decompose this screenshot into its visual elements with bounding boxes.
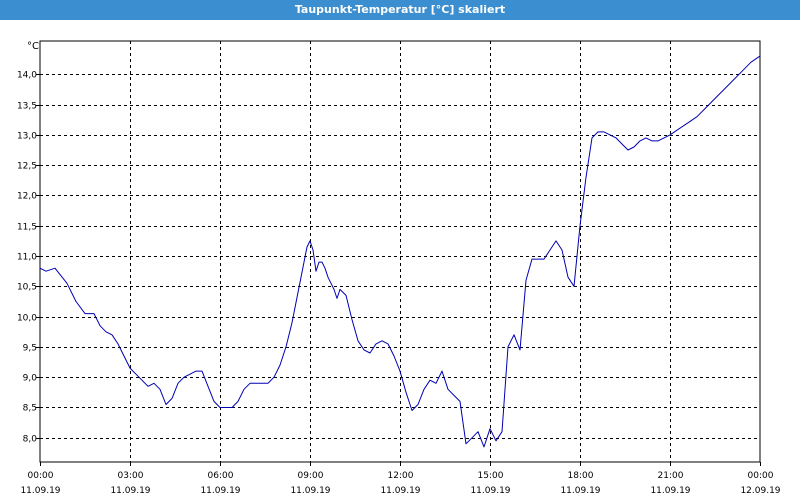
x-tick-date-label: 11.09.19 <box>650 486 690 496</box>
y-tick-label: 14,0 <box>17 71 37 81</box>
x-tick-time-label: 12:00 <box>388 471 414 481</box>
y-tick-label: 8,0 <box>23 435 38 445</box>
x-tick-time-label: 18:00 <box>568 471 594 481</box>
x-tick-date-label: 11.09.19 <box>380 486 420 496</box>
series-layer <box>39 55 761 448</box>
x-tick-time-label: 09:00 <box>298 471 324 481</box>
x-tick-time-label: 03:00 <box>118 471 144 481</box>
x-tick-time-label: 00:00 <box>748 471 774 481</box>
y-tick-label: 9,5 <box>23 344 37 354</box>
x-tick-date-label: 12.09.19 <box>740 486 780 496</box>
x-tick-time-label: 15:00 <box>478 471 504 481</box>
y-tick-label: 10,5 <box>17 283 37 293</box>
y-tick-label: 8,5 <box>23 404 37 414</box>
x-tick-date-label: 11.09.19 <box>110 486 150 496</box>
y-unit-label: °C <box>27 41 39 52</box>
x-tick-date-label: 11.09.19 <box>200 486 240 496</box>
x-tick-time-label: 21:00 <box>658 471 684 481</box>
x-tick-date-label: 11.09.19 <box>470 486 510 496</box>
axis-layer: 8,0 8,5 9,0 9,5 10,0 10,5 11,0 11,5 12,0 12,5 13,0… <box>17 71 781 497</box>
x-tick-date-label: 11.09.19 <box>560 486 600 496</box>
series-line <box>39 55 761 448</box>
y-tick-label: 10,0 <box>17 314 37 324</box>
y-tick-label: 13,0 <box>17 132 37 142</box>
y-tick-label: 12,5 <box>17 162 37 172</box>
y-tick-label: 11,0 <box>17 253 37 263</box>
x-tick-time-label: 00:00 <box>28 471 54 481</box>
grid-layer <box>40 41 760 462</box>
y-tick-label: 12,0 <box>17 192 37 202</box>
y-tick-label: 13,5 <box>17 102 37 112</box>
y-tick-label: 9,0 <box>23 374 38 384</box>
chart-title: Taupunkt-Temperatur [°C] skaliert <box>0 0 800 20</box>
y-tick-label: 11,5 <box>17 223 37 233</box>
x-tick-date-label: 11.09.19 <box>20 486 60 496</box>
x-tick-date-label: 11.09.19 <box>290 486 330 496</box>
x-tick-time-label: 06:00 <box>208 471 234 481</box>
